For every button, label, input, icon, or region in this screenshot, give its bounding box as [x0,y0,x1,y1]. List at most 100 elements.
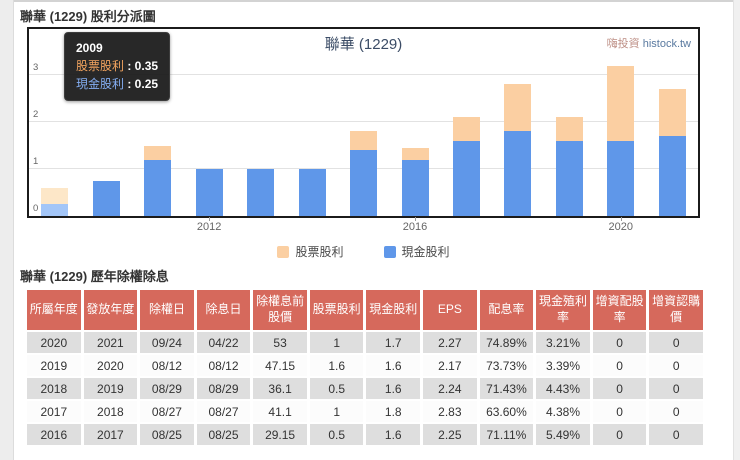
gridline-3 [29,74,698,75]
table-cell: 53 [253,332,307,353]
top-divider [14,0,733,2]
table-cell: 1.6 [309,355,364,376]
table-cell: 1 [309,332,364,353]
bar-2017-stock [452,117,480,141]
bar-2012-cash [195,169,223,216]
bars [29,29,698,216]
col-header: 現金股利 [366,290,421,330]
plot-area: 0 1 2 3 [29,29,698,216]
bar-2011-cash [144,159,172,216]
table-cell: 2021 [83,332,138,353]
bar-2020[interactable] [607,65,635,216]
tooltip-series-label: 股票股利 [76,59,125,73]
bar-2010[interactable] [92,180,120,216]
bar-2011-stock [144,145,172,160]
col-header: 股票股利 [309,290,364,330]
bar-2009[interactable] [41,187,69,216]
col-header: 發放年度 [83,290,138,330]
tooltip-row: 股票股利 : 0.35 [76,57,158,75]
table-cell: 2020 [83,355,138,376]
col-header: 除權息前股價 [253,290,307,330]
col-header: 現金殖利率 [536,290,590,330]
table-row-2017: 2017 2018 08/27 08/27 41.1 1 1.8 2.83 63.60% 4.38… [27,401,703,422]
x-tick [620,217,622,221]
table-row-2019: 2019 2020 08/12 08/12 47.15 1.6 1.6 2.17 73.73% 3… [27,355,703,376]
table-cell: 71.11% [479,424,534,445]
bar-2015-cash [350,150,378,216]
bar-2021-stock [658,89,686,137]
bar-2019-stock [555,117,583,141]
x-tick-label-2020: 2020 [608,221,634,233]
table-cell: 08/12 [196,355,251,376]
bar-2021[interactable] [658,89,686,216]
table-body: 2020 2021 09/24 04/22 53 1 1.7 2.27 74.89% 3.21% 0… [27,332,703,445]
legend-swatch [277,245,290,258]
table-cell: 2.24 [423,378,477,399]
table-row-2018: 2018 2019 08/29 08/29 36.1 0.5 1.6 2.24 71.43% 4.… [27,378,703,399]
bar-2013-cash [247,169,275,216]
table-cell: 74.89% [479,332,534,353]
y-tick-label: 0 [33,203,39,214]
table-cell: 1.6 [366,378,421,399]
bar-2018-cash [504,131,532,216]
bar-slot-2009 [29,29,80,216]
table-cell: 08/25 [196,424,251,445]
bar-2011[interactable] [144,145,172,216]
gridline-2 [29,121,698,122]
bar-slot-2010 [80,29,131,216]
table-cell: 5.49% [536,424,590,445]
bar-2019[interactable] [555,117,583,216]
table-cell: 0 [592,378,647,399]
bar-2020-cash [607,140,635,216]
bar-slot-2016 [389,29,440,216]
table-cell: 0 [649,332,703,353]
table-cell: 3.21% [536,332,590,353]
table-cell: 1 [309,401,364,422]
col-header: 增資認購價 [649,290,703,330]
table-cell: 08/12 [140,355,194,376]
table-cell: 0 [592,424,647,445]
table-cell: 0 [649,401,703,422]
table-cell: 1.6 [366,355,421,376]
bar-2017[interactable] [452,117,480,216]
legend-swatch [383,245,396,258]
table-cell: 41.1 [253,401,307,422]
bar-slot-2012 [183,29,234,216]
bar-2016[interactable] [401,147,429,216]
legend-item-股票股利[interactable]: 股票股利 [277,243,344,260]
table-cell: 08/25 [140,424,194,445]
table-cell: 2.17 [423,355,477,376]
legend-item-現金股利[interactable]: 現金股利 [383,243,450,260]
bar-2018[interactable] [504,84,532,216]
bar-2020-stock [607,65,635,141]
table-cell: 0 [592,332,647,353]
table-cell: 08/29 [140,378,194,399]
table-cell: 2020 [27,332,81,353]
bar-2010-cash [92,180,120,216]
table-cell: 1.6 [366,424,421,445]
bar-2013[interactable] [247,169,275,216]
bar-2018-stock [504,84,532,132]
table-cell: 63.60% [479,401,534,422]
table-row-2016: 2016 2017 08/25 08/25 29.15 0.5 1.6 2.25 71.11% 5… [27,424,703,445]
bar-slot-2021 [647,29,698,216]
dividend-history-table: 所屬年度 發放年度 除權日 除息日 除權息前股價 股票股利 現金股利 EPS 配息率 現金殖利率增… [24,288,706,447]
legend-label: 現金股利 [401,245,450,259]
right-gutter [733,0,740,460]
table-cell: 0 [592,355,647,376]
bar-2014[interactable] [298,169,326,216]
bar-2016-cash [401,159,429,216]
bar-2015[interactable] [350,131,378,216]
table-cell: 2.25 [423,424,477,445]
table-cell: 3.39% [536,355,590,376]
bar-2009-stock [41,187,69,205]
left-gutter [0,0,14,460]
table-cell: 08/29 [196,378,251,399]
table-cell: 4.43% [536,378,590,399]
bar-2012[interactable] [195,169,223,216]
table-cell: 29.15 [253,424,307,445]
bar-2017-cash [452,140,480,216]
table-row-2020: 2020 2021 09/24 04/22 53 1 1.7 2.27 74.89% 3.21% 0… [27,332,703,353]
table-cell: 2017 [27,401,81,422]
watermark-domain: histock.tw [642,38,691,50]
